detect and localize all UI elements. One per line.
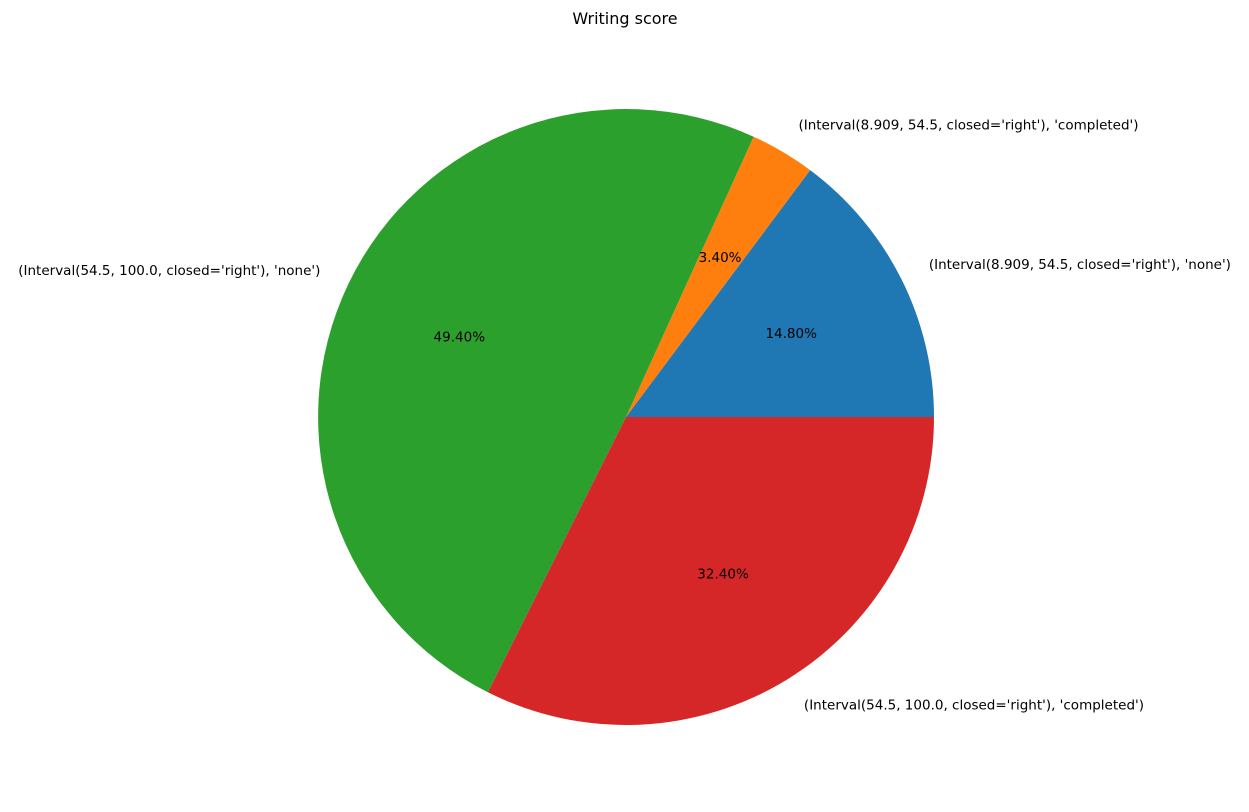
slice-percent-3: 32.40%	[697, 566, 749, 582]
slice-percent-0: 14.80%	[765, 326, 817, 342]
slice-percent-2: 49.40%	[434, 329, 486, 345]
slice-label-2: (Interval(54.5, 100.0, closed='right'), …	[18, 263, 320, 279]
pie-slice-0	[626, 170, 934, 417]
slice-percent-1: 3.40%	[699, 250, 742, 266]
pie-slice-2	[318, 109, 754, 693]
slice-label-3: (Interval(54.5, 100.0, closed='right'), …	[804, 697, 1144, 713]
slice-label-1: (Interval(8.909, 54.5, closed='right'), …	[798, 117, 1138, 133]
slices-layer	[318, 109, 934, 725]
pie-slice-1	[626, 136, 811, 417]
labels-layer: (Interval(8.909, 54.5, closed='right'), …	[18, 117, 1231, 713]
slice-label-0: (Interval(8.909, 54.5, closed='right'), …	[929, 257, 1231, 273]
chart-title: Writing score	[572, 9, 677, 28]
pie-slice-3	[487, 417, 934, 725]
